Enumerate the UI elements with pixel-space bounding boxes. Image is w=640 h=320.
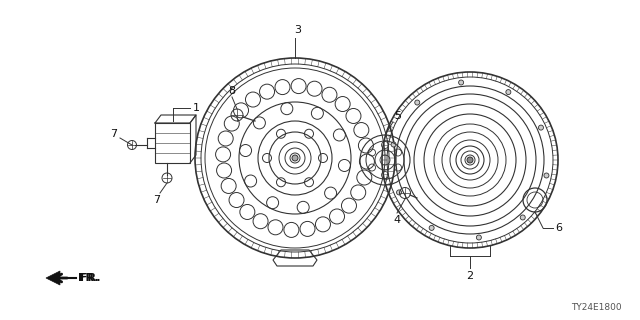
Text: 8: 8 <box>228 86 236 96</box>
Text: 7: 7 <box>154 195 161 205</box>
Circle shape <box>292 155 298 161</box>
Circle shape <box>544 173 549 178</box>
Circle shape <box>538 125 543 130</box>
Circle shape <box>520 215 525 220</box>
Text: 4: 4 <box>394 215 401 225</box>
Circle shape <box>397 190 401 195</box>
Text: FR.: FR. <box>78 273 99 283</box>
Text: FR.: FR. <box>80 273 100 283</box>
Circle shape <box>429 225 434 230</box>
Text: TY24E1800: TY24E1800 <box>572 303 622 312</box>
Circle shape <box>459 80 463 85</box>
Text: 5: 5 <box>394 111 401 121</box>
Circle shape <box>476 235 481 240</box>
Circle shape <box>467 157 473 163</box>
Circle shape <box>506 90 511 95</box>
Circle shape <box>415 100 420 105</box>
Text: 1: 1 <box>193 103 200 113</box>
Text: 3: 3 <box>294 25 301 35</box>
Text: 7: 7 <box>111 129 118 139</box>
Text: 6: 6 <box>556 223 563 233</box>
Text: 2: 2 <box>467 271 474 281</box>
Polygon shape <box>46 271 60 285</box>
Circle shape <box>391 142 396 147</box>
